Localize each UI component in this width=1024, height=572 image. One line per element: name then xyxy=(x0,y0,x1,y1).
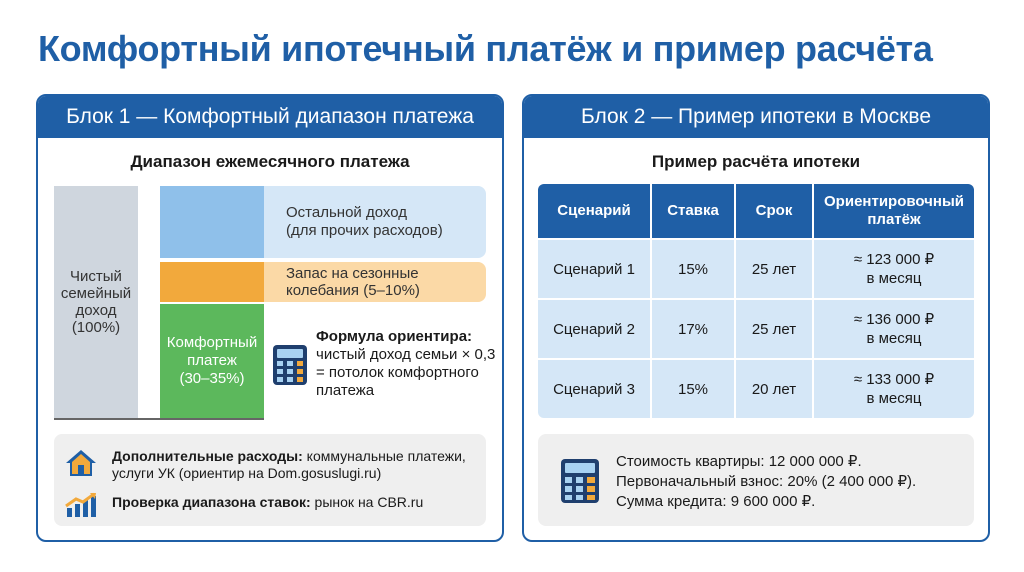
block-2-card: Блок 2 — Пример ипотеки в Москве Пример … xyxy=(522,94,990,542)
cell-scenario: Сценарий 3 xyxy=(538,358,652,418)
cell-rate: 15% xyxy=(652,238,736,298)
table-row: Сценарий 1 15% 25 лет ≈ 123 000 ₽ в меся… xyxy=(538,238,974,298)
additional-info-box: Дополнительные расходы: коммунальные пла… xyxy=(54,434,486,526)
summary-box: Стоимость квартиры: 12 000 000 ₽. Первон… xyxy=(538,434,974,526)
rest-income-segment xyxy=(160,186,264,258)
cell-term: 25 лет xyxy=(736,238,814,298)
comfort-line-1: Комфортный xyxy=(166,334,258,351)
table-header-row: Сценарий Ставка Срок Ориентировочный пла… xyxy=(538,184,974,238)
seasonal-line-1: Запас на сезонные xyxy=(286,265,419,282)
col-scenario: Сценарий xyxy=(538,184,652,238)
cell-scenario: Сценарий 1 xyxy=(538,238,652,298)
table-row: Сценарий 2 17% 25 лет ≈ 136 000 ₽ в меся… xyxy=(538,298,974,358)
cell-scenario: Сценарий 2 xyxy=(538,298,652,358)
cell-term: 25 лет xyxy=(736,298,814,358)
calculator-icon xyxy=(273,345,307,385)
mortgage-table: Сценарий Ставка Срок Ориентировочный пла… xyxy=(538,184,974,418)
table-row: Сценарий 3 15% 20 лет ≈ 133 000 ₽ в меся… xyxy=(538,358,974,418)
payment-amount: ≈ 123 000 ₽ xyxy=(853,251,935,268)
net-income-label-3: доход xyxy=(75,302,117,319)
calculator-icon xyxy=(561,459,599,503)
rates-check-text: рынок на CBR.ru xyxy=(310,494,424,510)
block-2-subheading: Пример расчёта ипотеки xyxy=(651,152,861,171)
payment-unit: в месяц xyxy=(866,330,922,347)
comfort-payment-segment: Комфортный платеж (30–35%) xyxy=(160,304,264,418)
formula-body: чистый доход семьи × 0,3 = потолок комфо… xyxy=(316,346,496,399)
down-payment: Первоначальный взнос: 20% (2 400 000 ₽). xyxy=(616,473,917,490)
block-1-card: Блок 1 — Комфортный диапазон платежа Диа… xyxy=(36,94,504,542)
net-income-bar: Чистый семейный доход (100%) xyxy=(54,186,138,418)
extra-costs-title: Дополнительные расходы: xyxy=(112,448,303,464)
formula-text: Формула ориентира: чистый доход семьи × … xyxy=(316,328,496,400)
col-term: Срок xyxy=(736,184,814,238)
extra-costs-text: коммунальные платежи, услуги УК (ориенти… xyxy=(112,448,466,481)
rates-check-title: Проверка диапазона ставок: xyxy=(112,494,311,510)
payment-unit: в месяц xyxy=(866,270,922,287)
loan-amount: Сумма кредита: 9 600 000 ₽. xyxy=(616,493,816,510)
net-income-label-4: (100%) xyxy=(71,319,121,336)
block-2-header: Блок 2 — Пример ипотеки в Москве xyxy=(524,96,988,138)
formula-title: Формула ориентира: xyxy=(316,328,473,345)
payment-amount: ≈ 133 000 ₽ xyxy=(853,371,935,388)
house-icon xyxy=(66,450,96,476)
seasonal-segment xyxy=(160,262,264,302)
payment-amount: ≈ 136 000 ₽ xyxy=(853,311,935,328)
cell-term: 20 лет xyxy=(736,358,814,418)
cell-rate: 15% xyxy=(652,358,736,418)
comfort-line-3: (30–35%) xyxy=(179,370,245,387)
cell-payment: ≈ 123 000 ₽ в месяц xyxy=(814,238,974,298)
block-1-header: Блок 1 — Комфортный диапазон платежа xyxy=(38,96,502,138)
payment-unit: в месяц xyxy=(866,390,922,407)
rest-income-line-2: (для прочих расходов) xyxy=(286,222,443,239)
rest-income-label: Остальной доход (для прочих расходов) xyxy=(264,186,486,258)
cell-payment: ≈ 133 000 ₽ в месяц xyxy=(814,358,974,418)
seasonal-label: Запас на сезонные колебания (5–10%) xyxy=(264,262,486,302)
summary-lines: Стоимость квартиры: 12 000 000 ₽. Первон… xyxy=(616,452,916,512)
net-income-label-2: семейный xyxy=(60,285,132,302)
block-1-subheading: Диапазон ежемесячного платежа xyxy=(130,152,410,171)
rest-income-line-1: Остальной доход xyxy=(286,204,407,221)
page-title: Комфортный ипотечный платёж и пример рас… xyxy=(38,28,933,69)
col-payment: Ориентировочный платёж xyxy=(814,184,974,238)
cell-rate: 17% xyxy=(652,298,736,358)
net-income-label-1: Чистый xyxy=(70,268,122,285)
growth-chart-icon xyxy=(65,492,96,517)
comfort-line-2: платеж xyxy=(187,352,237,369)
apartment-cost: Стоимость квартиры: 12 000 000 ₽. xyxy=(616,453,862,470)
col-rate: Ставка xyxy=(652,184,736,238)
cell-payment: ≈ 136 000 ₽ в месяц xyxy=(814,298,974,358)
baseline xyxy=(54,418,264,420)
seasonal-line-2: колебания (5–10%) xyxy=(286,282,420,299)
